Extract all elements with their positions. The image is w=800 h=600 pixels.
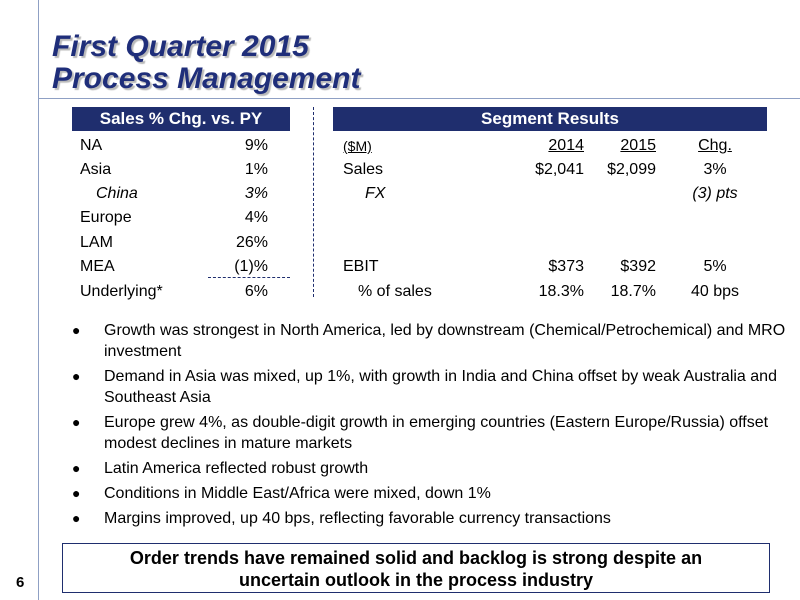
- takeaway-line1: Order trends have remained solid and bac…: [129, 548, 703, 568]
- commentary-bullet-list: ● Growth was strongest in North America, …: [60, 320, 795, 533]
- bullet-icon: ●: [72, 510, 81, 526]
- bullet-icon: ●: [72, 414, 81, 430]
- segment-value-change: 5%: [703, 258, 727, 275]
- segment-value-2015: $392: [620, 258, 656, 275]
- segment-row-label: FX: [365, 185, 386, 202]
- segment-value-change: 3%: [703, 161, 727, 178]
- segment-value-2014: 18.3%: [538, 283, 584, 300]
- bullet-icon: ●: [72, 368, 81, 384]
- region-value: (1)%: [234, 258, 268, 275]
- region-label: LAM: [80, 234, 113, 251]
- bullet-text: Demand in Asia was mixed, up 1%, with gr…: [104, 368, 777, 406]
- segment-results-header: Segment Results: [333, 107, 767, 131]
- bullet-icon: ●: [72, 485, 81, 501]
- region-value: 4%: [244, 209, 268, 226]
- segment-row-label: % of sales: [358, 283, 432, 300]
- column-header-2014: 2014: [548, 137, 584, 154]
- region-label: Europe: [80, 209, 132, 226]
- region-value: 9%: [244, 137, 268, 154]
- region-label: Asia: [80, 161, 112, 178]
- region-value: 3%: [244, 185, 268, 202]
- bullet-item: ● Conditions in Middle East/Africa were m…: [60, 483, 795, 504]
- key-takeaway-box: Order trends have remained solid and bac…: [62, 543, 770, 593]
- region-value: 26%: [235, 234, 268, 251]
- region-label: Underlying*: [80, 283, 163, 300]
- subtotal-dashed-rule: [208, 277, 290, 278]
- region-label: MEA: [80, 258, 115, 275]
- bullet-text: Growth was strongest in North America, l…: [104, 322, 786, 360]
- region-label: China: [96, 185, 138, 202]
- bullet-item: ● Margins improved, up 40 bps, reflecting…: [60, 508, 795, 529]
- title-rule-horizontal: [38, 98, 800, 99]
- segment-value-2014: $2,041: [535, 161, 584, 178]
- bullet-text: Europe grew 4%, as double-digit growth i…: [104, 414, 769, 452]
- takeaway-line2: uncertain outlook in the process industr…: [238, 570, 594, 590]
- units-label: ($M): [343, 138, 372, 154]
- slide-title-line1: First Quarter 2015: [52, 30, 309, 63]
- bullet-icon: ●: [72, 460, 81, 476]
- bullet-text: Margins improved, up 40 bps, reflecting …: [104, 510, 611, 527]
- segment-value-2014: $373: [548, 258, 584, 275]
- bullet-text: Latin America reflected robust growth: [104, 460, 369, 477]
- bullet-text: Conditions in Middle East/Africa were mi…: [104, 485, 491, 502]
- segment-value-2015: $2,099: [607, 161, 656, 178]
- region-value: 1%: [244, 161, 268, 178]
- segment-row-label: Sales: [343, 161, 384, 178]
- column-header-2015: 2015: [620, 137, 656, 154]
- left-rule-vertical: [38, 0, 39, 600]
- bullet-item: ● Latin America reflected robust growth: [60, 458, 795, 479]
- bullet-item: ● Demand in Asia was mixed, up 1%, with g…: [60, 366, 795, 408]
- table-divider-dashed: [313, 107, 314, 297]
- segment-row-label: EBIT: [343, 258, 379, 275]
- page-number: 6: [16, 574, 25, 591]
- region-value: 6%: [244, 283, 268, 300]
- region-label: NA: [80, 137, 103, 154]
- slide-title-line2: Process Management: [52, 62, 361, 95]
- segment-value-2015: 18.7%: [610, 283, 656, 300]
- column-header-change: Chg.: [698, 137, 732, 154]
- segment-value-change: (3) pts: [692, 185, 738, 202]
- bullet-icon: ●: [72, 322, 81, 338]
- segment-value-change: 40 bps: [690, 283, 740, 300]
- bullet-item: ● Europe grew 4%, as double-digit growth …: [60, 412, 795, 454]
- sales-change-header: Sales % Chg. vs. PY: [72, 107, 290, 131]
- bullet-item: ● Growth was strongest in North America, …: [60, 320, 795, 362]
